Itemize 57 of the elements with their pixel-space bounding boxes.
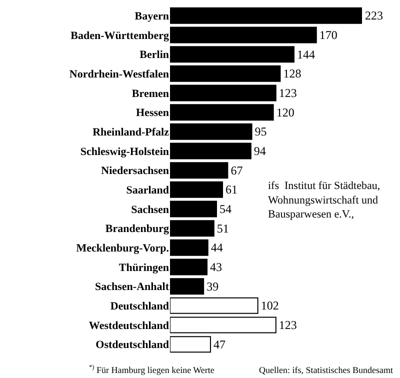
data-label: 95: [254, 124, 267, 139]
source-note: Quellen: ifs, Statistisches Bundesamt: [259, 365, 394, 375]
data-label: 123: [278, 86, 297, 100]
data-label: 144: [296, 47, 315, 62]
y-tick-label: Schleswig-Holstein: [80, 146, 169, 158]
bar: [170, 84, 276, 102]
data-label: 120: [276, 105, 294, 120]
y-tick-label: Bremen: [132, 88, 169, 100]
data-label: 44: [210, 240, 223, 255]
bar: [170, 336, 211, 353]
bar: [170, 7, 362, 24]
text: $^{*)}$ Für Hamburg liegen keine Werte: [89, 364, 214, 375]
y-tick-label: Mecklenburg-Vorp.: [76, 242, 170, 255]
data-label: 102: [260, 298, 279, 313]
y-tick-label: Sachsen-Anhalt: [95, 281, 170, 294]
y-tick-label: Thüringen: [118, 262, 169, 274]
y-tick-label: Hessen: [136, 107, 169, 120]
bar: [170, 46, 294, 63]
bar: [170, 123, 252, 140]
bar: [170, 220, 214, 237]
y-tick-label: Ostdeutschland: [96, 339, 169, 352]
bar: [170, 104, 274, 121]
annotation: ifs Institut für Städtebau, Wohnungswirtschaft und Bausparwesen e.V.,: [268, 180, 380, 221]
y-tick-label: Bayern: [134, 10, 169, 23]
bar: [170, 181, 224, 198]
bar: [170, 65, 281, 82]
y-tick-label: Brandenburg: [105, 223, 170, 236]
data-label: 94: [254, 144, 266, 158]
data-label: 123: [278, 318, 297, 332]
y-tick-label: Baden-Württemberg: [70, 30, 170, 42]
bar: [170, 26, 317, 44]
data-label: 67: [230, 163, 243, 178]
bar: [170, 142, 252, 160]
y-tick-label: Niedersachsen: [101, 165, 169, 178]
data-label: 170: [319, 28, 338, 42]
y-tick-label: Nordrhein-Westfalen: [69, 68, 169, 81]
bar: [170, 239, 208, 256]
bar: [170, 258, 208, 276]
y-tick-label: Westdeutschland: [88, 320, 169, 332]
data-label: 54: [219, 202, 232, 216]
y-tick-label: Berlin: [140, 49, 169, 62]
data-label: 51: [216, 221, 229, 236]
data-label: 39: [206, 279, 219, 294]
data-label: 61: [226, 182, 238, 197]
y-tick-label: Rheinland-Pfalz: [92, 126, 170, 139]
data-label: 47: [213, 337, 226, 352]
y-tick-label: Sachsen: [131, 204, 169, 216]
y-tick-label: Deutschland: [110, 300, 169, 313]
bar: [170, 200, 217, 218]
data-label: 223: [365, 8, 383, 23]
data-label: 128: [283, 66, 302, 81]
bar: [170, 278, 204, 295]
bar: [170, 162, 228, 179]
bar: [170, 297, 258, 314]
y-tick-label: Saarland: [126, 184, 169, 197]
bar: [170, 316, 276, 334]
data-label: 43: [210, 260, 222, 274]
